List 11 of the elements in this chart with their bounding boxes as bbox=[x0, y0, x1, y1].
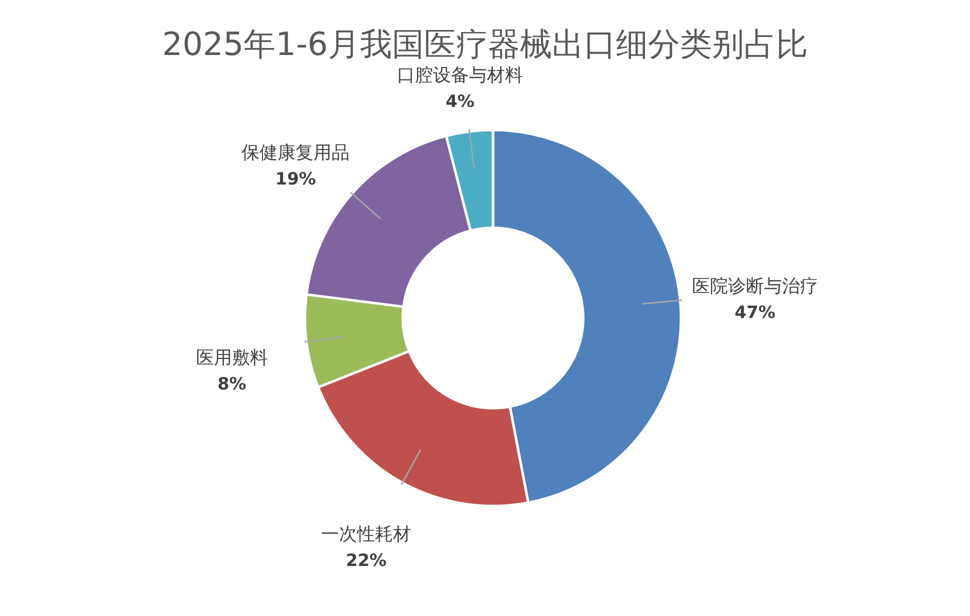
slice-label: 口腔设备与材料 bbox=[397, 64, 524, 86]
slice-label: 保健康复用品 bbox=[242, 142, 350, 164]
slice-label: 一次性耗材 bbox=[321, 524, 412, 545]
data-label: 8% bbox=[217, 374, 246, 394]
slice-label: 医用敷料 bbox=[196, 347, 268, 368]
data-label: 4% bbox=[446, 92, 474, 112]
chart-title: 2025年1-6月我国医疗器械出口细分类别占比 bbox=[162, 25, 808, 63]
data-label: 22% bbox=[346, 550, 387, 571]
data-label: 19% bbox=[275, 170, 316, 190]
slice-label: 医院诊断与治疗 bbox=[692, 276, 818, 297]
data-label: 47% bbox=[734, 302, 776, 323]
